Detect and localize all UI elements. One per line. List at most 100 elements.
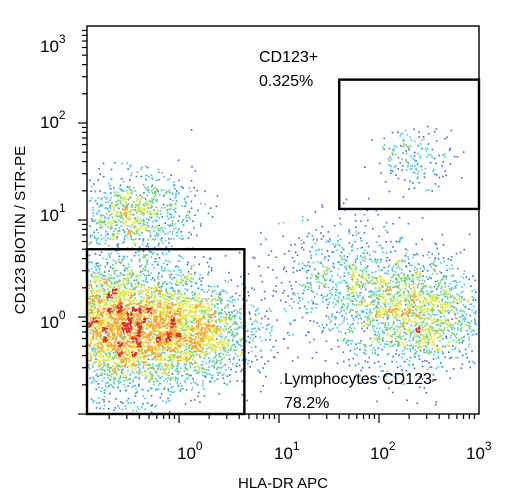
event-point <box>244 330 247 333</box>
event-point <box>346 318 348 321</box>
event-point <box>416 252 418 255</box>
event-point <box>111 305 113 308</box>
event-point <box>345 260 347 262</box>
event-point <box>124 291 127 293</box>
event-point <box>374 307 377 309</box>
event-point <box>256 309 258 311</box>
event-point <box>381 286 384 288</box>
event-point <box>215 293 218 295</box>
event-point <box>364 249 366 252</box>
event-point <box>449 163 452 165</box>
event-point <box>368 274 370 276</box>
event-point <box>431 347 434 350</box>
event-point <box>102 358 105 360</box>
event-point <box>122 293 125 296</box>
event-point <box>120 366 122 368</box>
event-point <box>291 256 294 259</box>
event-point <box>364 282 367 285</box>
event-point <box>120 202 122 204</box>
event-point <box>95 290 98 292</box>
event-point <box>411 315 413 317</box>
event-point <box>127 263 130 265</box>
event-point <box>396 285 398 288</box>
event-point <box>169 353 171 356</box>
event-point <box>207 347 209 349</box>
event-point <box>118 407 120 409</box>
event-point <box>425 349 428 352</box>
event-point <box>240 345 243 347</box>
event-point <box>101 290 104 293</box>
event-point <box>329 240 331 242</box>
event-point <box>200 347 202 349</box>
event-point <box>148 380 150 383</box>
event-point <box>192 378 194 380</box>
event-point <box>98 267 101 270</box>
event-point <box>104 359 106 362</box>
event-point <box>204 190 206 193</box>
event-point <box>143 224 146 226</box>
event-point <box>351 278 353 281</box>
event-point <box>138 259 141 261</box>
event-point <box>104 207 107 209</box>
event-point <box>107 317 109 320</box>
event-point <box>383 266 385 269</box>
event-point <box>361 301 363 303</box>
event-point <box>415 335 418 337</box>
event-point <box>239 311 241 314</box>
event-point <box>404 248 407 250</box>
event-point <box>143 205 145 207</box>
event-point <box>234 352 237 355</box>
event-point <box>153 246 156 248</box>
event-point <box>396 340 398 343</box>
event-point <box>407 291 410 294</box>
event-point <box>102 257 104 260</box>
event-point <box>182 257 184 260</box>
event-point <box>114 273 116 275</box>
event-point <box>190 268 192 270</box>
event-point <box>181 205 183 207</box>
event-point <box>435 320 437 323</box>
event-point <box>291 360 294 362</box>
event-point <box>250 317 252 320</box>
event-point <box>320 238 323 240</box>
event-point <box>117 288 120 291</box>
event-point <box>120 225 122 227</box>
event-point <box>444 281 446 284</box>
event-point <box>101 369 103 371</box>
event-point <box>460 324 462 326</box>
event-point <box>100 251 103 254</box>
event-point <box>109 356 112 359</box>
event-point <box>173 208 175 211</box>
event-point <box>108 277 111 279</box>
event-point <box>342 303 344 305</box>
event-point <box>177 289 179 291</box>
event-point <box>352 317 354 320</box>
event-point <box>399 294 402 296</box>
event-point <box>397 291 400 294</box>
event-point <box>335 317 337 319</box>
event-point <box>460 300 462 303</box>
event-point <box>312 291 315 294</box>
event-point <box>344 279 346 282</box>
event-point <box>113 377 116 379</box>
event-point <box>199 277 201 279</box>
event-point <box>109 206 111 208</box>
event-point <box>427 341 430 344</box>
event-point <box>435 128 438 130</box>
event-point <box>145 179 147 181</box>
event-point <box>113 386 116 389</box>
event-point <box>150 216 153 218</box>
event-point <box>269 334 272 337</box>
event-point <box>413 140 416 143</box>
event-point <box>393 297 395 299</box>
event-point <box>356 284 358 286</box>
event-point <box>437 284 440 287</box>
event-point <box>394 250 397 252</box>
event-point <box>395 263 397 265</box>
event-point <box>321 323 323 326</box>
event-point <box>100 289 102 292</box>
event-point <box>140 370 143 373</box>
event-point <box>209 316 212 319</box>
event-point <box>436 173 438 176</box>
event-point <box>97 281 100 283</box>
